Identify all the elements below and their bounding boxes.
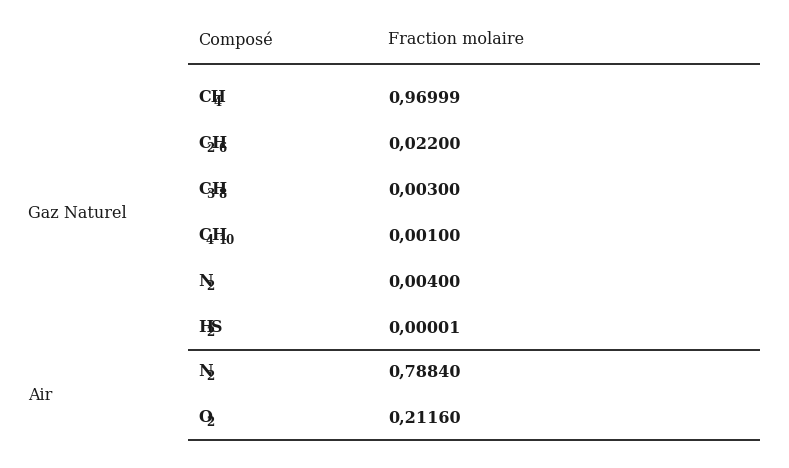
Text: N: N bbox=[198, 364, 212, 380]
Text: 3: 3 bbox=[206, 189, 214, 202]
Text: 0,21160: 0,21160 bbox=[388, 410, 461, 426]
Text: 2: 2 bbox=[206, 142, 214, 155]
Text: H: H bbox=[211, 136, 226, 153]
Text: Composé: Composé bbox=[198, 31, 273, 49]
Text: 8: 8 bbox=[219, 189, 227, 202]
Text: 4: 4 bbox=[206, 234, 214, 248]
Text: H: H bbox=[211, 182, 226, 198]
Text: 0,00300: 0,00300 bbox=[388, 182, 460, 198]
Text: 2: 2 bbox=[206, 280, 214, 293]
Text: S: S bbox=[211, 320, 222, 336]
Text: H: H bbox=[198, 320, 213, 336]
Text: 0,00001: 0,00001 bbox=[388, 320, 460, 336]
Text: C: C bbox=[198, 136, 211, 153]
Text: Air: Air bbox=[28, 387, 52, 403]
Text: 2: 2 bbox=[206, 417, 214, 430]
Text: CH: CH bbox=[198, 89, 226, 107]
Text: 0,78840: 0,78840 bbox=[388, 364, 461, 380]
Text: H: H bbox=[211, 227, 226, 244]
Text: 2: 2 bbox=[206, 327, 214, 339]
Text: Gaz Naturel: Gaz Naturel bbox=[28, 205, 127, 221]
Text: 0,00400: 0,00400 bbox=[388, 273, 460, 291]
Text: 0,02200: 0,02200 bbox=[388, 136, 461, 153]
Text: Fraction molaire: Fraction molaire bbox=[388, 31, 524, 49]
Text: 6: 6 bbox=[219, 142, 227, 155]
Text: 4: 4 bbox=[214, 96, 222, 110]
Text: 0,96999: 0,96999 bbox=[388, 89, 460, 107]
Text: 0,00100: 0,00100 bbox=[388, 227, 460, 244]
Text: N: N bbox=[198, 273, 212, 291]
Text: 2: 2 bbox=[206, 371, 214, 383]
Text: C: C bbox=[198, 182, 211, 198]
Text: O: O bbox=[198, 410, 212, 426]
Text: C: C bbox=[198, 227, 211, 244]
Text: 10: 10 bbox=[219, 234, 235, 248]
